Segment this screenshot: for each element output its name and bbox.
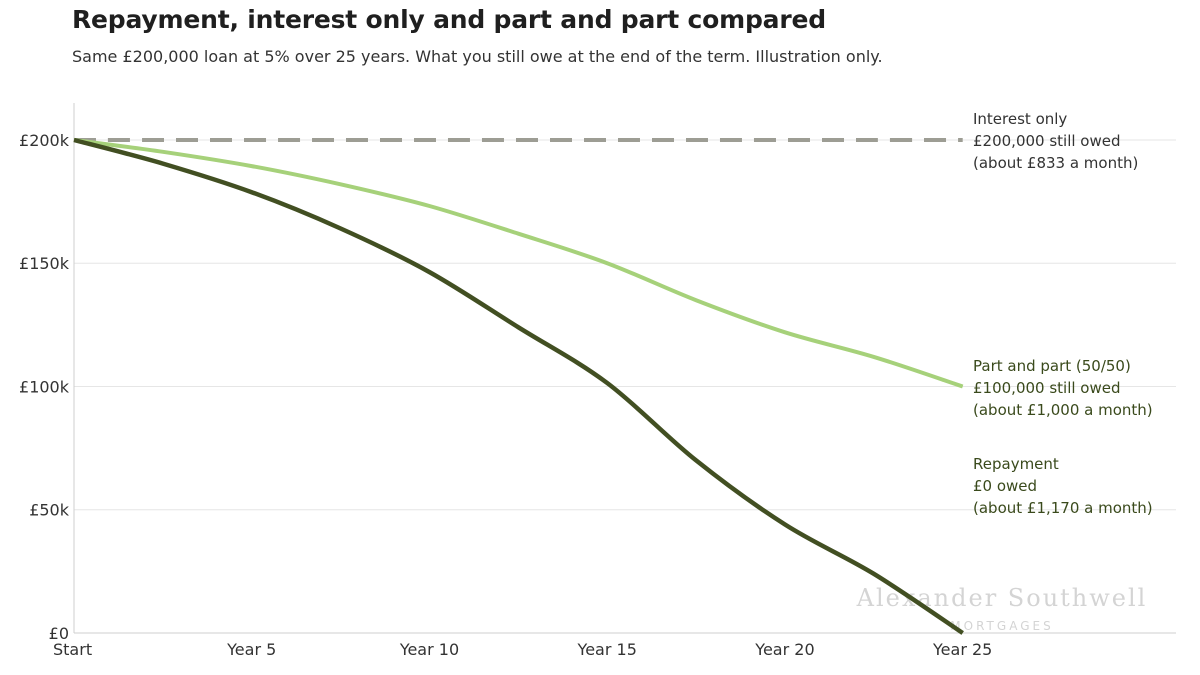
watermark: Alexander Southwell MORTGAGES [856, 584, 1148, 633]
annotation-interest-only: (about £833 a month) [973, 154, 1138, 172]
chart-title: Repayment, interest only and part and pa… [72, 5, 826, 34]
y-tick-label: £150k [19, 254, 70, 273]
x-tick-label: Year 25 [932, 640, 992, 659]
series-line-part-and-part [73, 138, 964, 389]
watermark-sub: MORTGAGES [950, 619, 1053, 633]
series-lines [73, 137, 964, 635]
annotation-repayment: £0 owed [973, 477, 1037, 495]
y-tick-label: £100k [19, 377, 70, 396]
annotation-repayment: Repayment [973, 455, 1059, 473]
y-tick-label: £200k [19, 131, 70, 150]
x-tick-label: Year 20 [754, 640, 814, 659]
annotation-interest-only: £200,000 still owed [973, 132, 1121, 150]
x-tick-label: Year 10 [399, 640, 459, 659]
watermark-name: Alexander Southwell [856, 584, 1148, 612]
series-annotations: Interest only £200,000 still owed (about £… [973, 110, 1153, 517]
annotation-part-and-part: (about £1,000 a month) [973, 401, 1153, 419]
annotation-part-and-part: Part and part (50/50) [973, 357, 1131, 375]
x-tick-label: Start [53, 640, 92, 659]
series-line-repayment [73, 137, 964, 635]
annotation-part-and-part: £100,000 still owed [973, 379, 1121, 397]
annotation-interest-only: Interest only [973, 110, 1067, 128]
annotation-repayment: (about £1,170 a month) [973, 499, 1153, 517]
y-tick-label: £0 [49, 624, 69, 643]
x-tick-label: Year 15 [577, 640, 637, 659]
x-tick-label: Year 5 [226, 640, 276, 659]
tick-labels: £0 £50k £100k £150k £200k Start Year 5 Year 10 Y… [19, 131, 992, 659]
y-tick-label: £50k [29, 501, 70, 520]
axes [73, 103, 1176, 634]
chart-subtitle: Same £200,000 loan at 5% over 25 years. … [72, 47, 883, 66]
